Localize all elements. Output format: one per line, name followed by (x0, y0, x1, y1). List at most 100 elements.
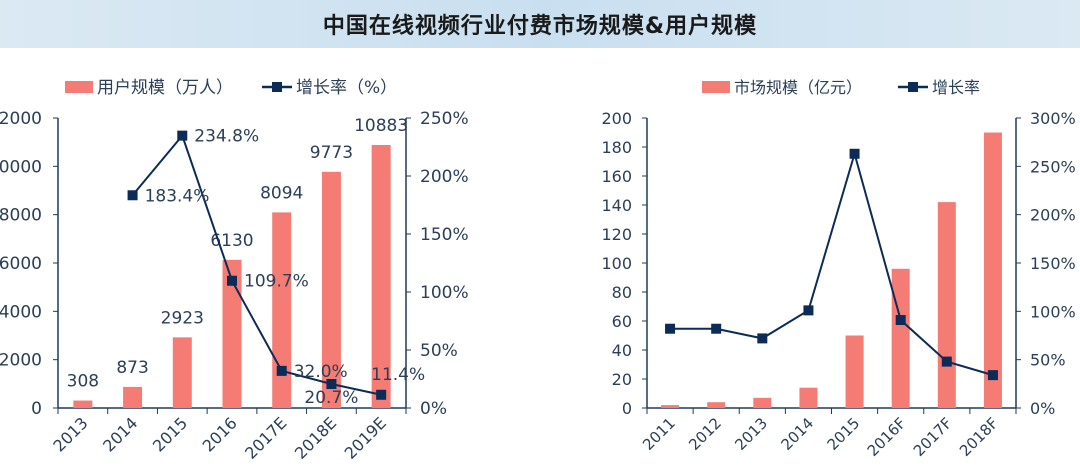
chart2-growth-point (849, 148, 860, 159)
chart2-left-tick-label: 20 (612, 370, 632, 389)
chart1-growth-point (326, 378, 337, 389)
chart2-right-tick-label: 150% (1030, 254, 1076, 273)
chart1-growth-point (127, 190, 138, 201)
chart1-growth-point (177, 130, 188, 141)
chart2-left-tick-label: 200 (601, 109, 632, 128)
chart1-bar-label: 6130 (210, 231, 253, 251)
chart1-growth-point (376, 389, 387, 400)
chart1-bar-label: 8094 (260, 183, 303, 203)
chart2-x-tick-label: 2011 (639, 414, 679, 454)
chart1-left-tick-label: 2000 (0, 351, 42, 371)
chart2-legend-bar-swatch (702, 81, 730, 93)
chart1-legend-line-label: 增长率（%） (296, 78, 397, 98)
chart1-growth-line (131, 133, 382, 396)
chart2-growth-point (987, 370, 998, 381)
chart1-right-tick-label: 150% (420, 225, 469, 245)
chart2-growth-point (803, 305, 814, 316)
chart1-bar-label: 873 (116, 358, 148, 378)
chart1-growth-point (276, 365, 287, 376)
chart2-right-tick-label: 0% (1030, 399, 1055, 418)
chart2-right-tick-label: 250% (1030, 157, 1076, 176)
chart1-legend-line-marker (272, 82, 282, 92)
chart1-bar (371, 144, 391, 408)
chart2-bar (661, 405, 680, 408)
chart1-right-tick-label: 250% (420, 109, 469, 129)
chart1-left-tick-label: 6000 (0, 254, 42, 274)
chart2-left-tick-label: 160 (601, 167, 632, 186)
chart2-bar (799, 387, 818, 408)
chart2-left-tick-label: 100 (601, 254, 632, 273)
chart1-bar (73, 400, 93, 408)
chart2-growth-point (665, 323, 676, 334)
chart1-right-tick-label: 200% (420, 167, 469, 187)
chart2-bar (937, 202, 956, 408)
chart1-growth-label: 11.4% (371, 365, 425, 385)
chart1-x-tick-label: 2018E (291, 413, 340, 462)
chart1-x-tick-label: 2019E (341, 413, 390, 462)
chart2-left-tick-label: 0 (622, 399, 632, 418)
chart2-x-tick-label: 2017F (910, 414, 956, 460)
chart2-x-tick-label: 2015 (824, 414, 864, 454)
chart1-bar (321, 171, 341, 408)
chart2-right-tick-label: 200% (1030, 206, 1076, 225)
chart2-left-tick-label: 60 (612, 312, 632, 331)
chart1-x-tick-label: 2013 (49, 413, 91, 455)
chart2-left-tick-label: 140 (601, 196, 632, 215)
chart1-bar (123, 386, 143, 408)
chart1-right-tick-label: 0% (420, 399, 447, 419)
chart1-growth-label: 183.4% (145, 186, 210, 206)
chart2-bar (707, 402, 726, 408)
chart2-growth-point (895, 315, 906, 326)
chart1-bar (222, 259, 242, 408)
chart1-bar-label: 2923 (161, 308, 204, 328)
title-banner: 中国在线视频行业付费市场规模&用户规模 (0, 0, 1080, 48)
chart1-growth-point (227, 275, 237, 286)
chart2-right-tick-label: 100% (1030, 302, 1076, 321)
chart2-x-tick-label: 2014 (778, 414, 818, 454)
chart2-legend-line-marker (908, 82, 918, 92)
chart2-left-tick-label: 120 (601, 225, 632, 244)
chart2-legend-bar-label: 市场规模（亿元） (734, 78, 862, 97)
chart2-growth-line (670, 150, 994, 377)
chart2-bar (845, 335, 864, 408)
chart2-left-tick-label: 180 (601, 138, 632, 157)
chart2-x-tick-label: 2012 (685, 414, 725, 454)
chart1-growth-label: 234.8% (194, 127, 259, 147)
chart1-growth-label: 109.7% (244, 272, 309, 292)
chart1-left-tick-label: 4000 (0, 302, 42, 322)
chart1-x-tick-label: 2016 (199, 413, 241, 455)
chart1-bar-label: 10883 (354, 116, 408, 136)
chart1-left-tick-label: 0 (31, 399, 42, 419)
chart2-x-tick-label: 2018F (956, 414, 1002, 460)
chart1-left-tick-label: 8000 (0, 206, 42, 226)
chart1-legend-bar-label: 用户规模（万人） (97, 78, 233, 98)
chart2-legend-line-label: 增长率 (932, 78, 980, 97)
chart2-bar (891, 268, 910, 408)
chart1-bar (272, 212, 292, 408)
chart1-x-tick-label: 2015 (149, 413, 191, 455)
chart1-bar-label: 9773 (310, 143, 353, 163)
chart1-right-tick-label: 50% (420, 341, 458, 361)
chart-title: 中国在线视频行业付费市场规模&用户规模 (322, 14, 758, 39)
chart2-right-tick-label: 50% (1030, 351, 1066, 370)
chart1-left-tick-label: 10000 (0, 157, 42, 177)
chart1-x-tick-label: 2017E (241, 413, 290, 462)
chart1-growth-label: 20.7% (304, 388, 358, 408)
chart1-growth-label: 32.0% (294, 362, 348, 382)
chart1-left-tick-label: 12000 (0, 109, 42, 129)
chart2-x-tick-label: 2013 (731, 414, 771, 454)
chart2-left-tick-label: 80 (612, 283, 632, 302)
chart1-right-tick-label: 100% (420, 283, 469, 303)
chart2-growth-point (757, 333, 768, 344)
chart1-x-tick-label: 2014 (99, 413, 141, 455)
chart2-bar (753, 397, 772, 408)
chart1-bar-label: 308 (67, 372, 99, 392)
chart1-bar (172, 337, 192, 408)
chart1-legend-bar-swatch (65, 81, 93, 93)
chart2-right-tick-label: 300% (1030, 109, 1076, 128)
chart2-growth-point (711, 323, 722, 334)
chart2-bar (983, 132, 1002, 408)
chart2-growth-point (941, 356, 952, 367)
chart2-x-tick-label: 2016F (864, 414, 910, 460)
